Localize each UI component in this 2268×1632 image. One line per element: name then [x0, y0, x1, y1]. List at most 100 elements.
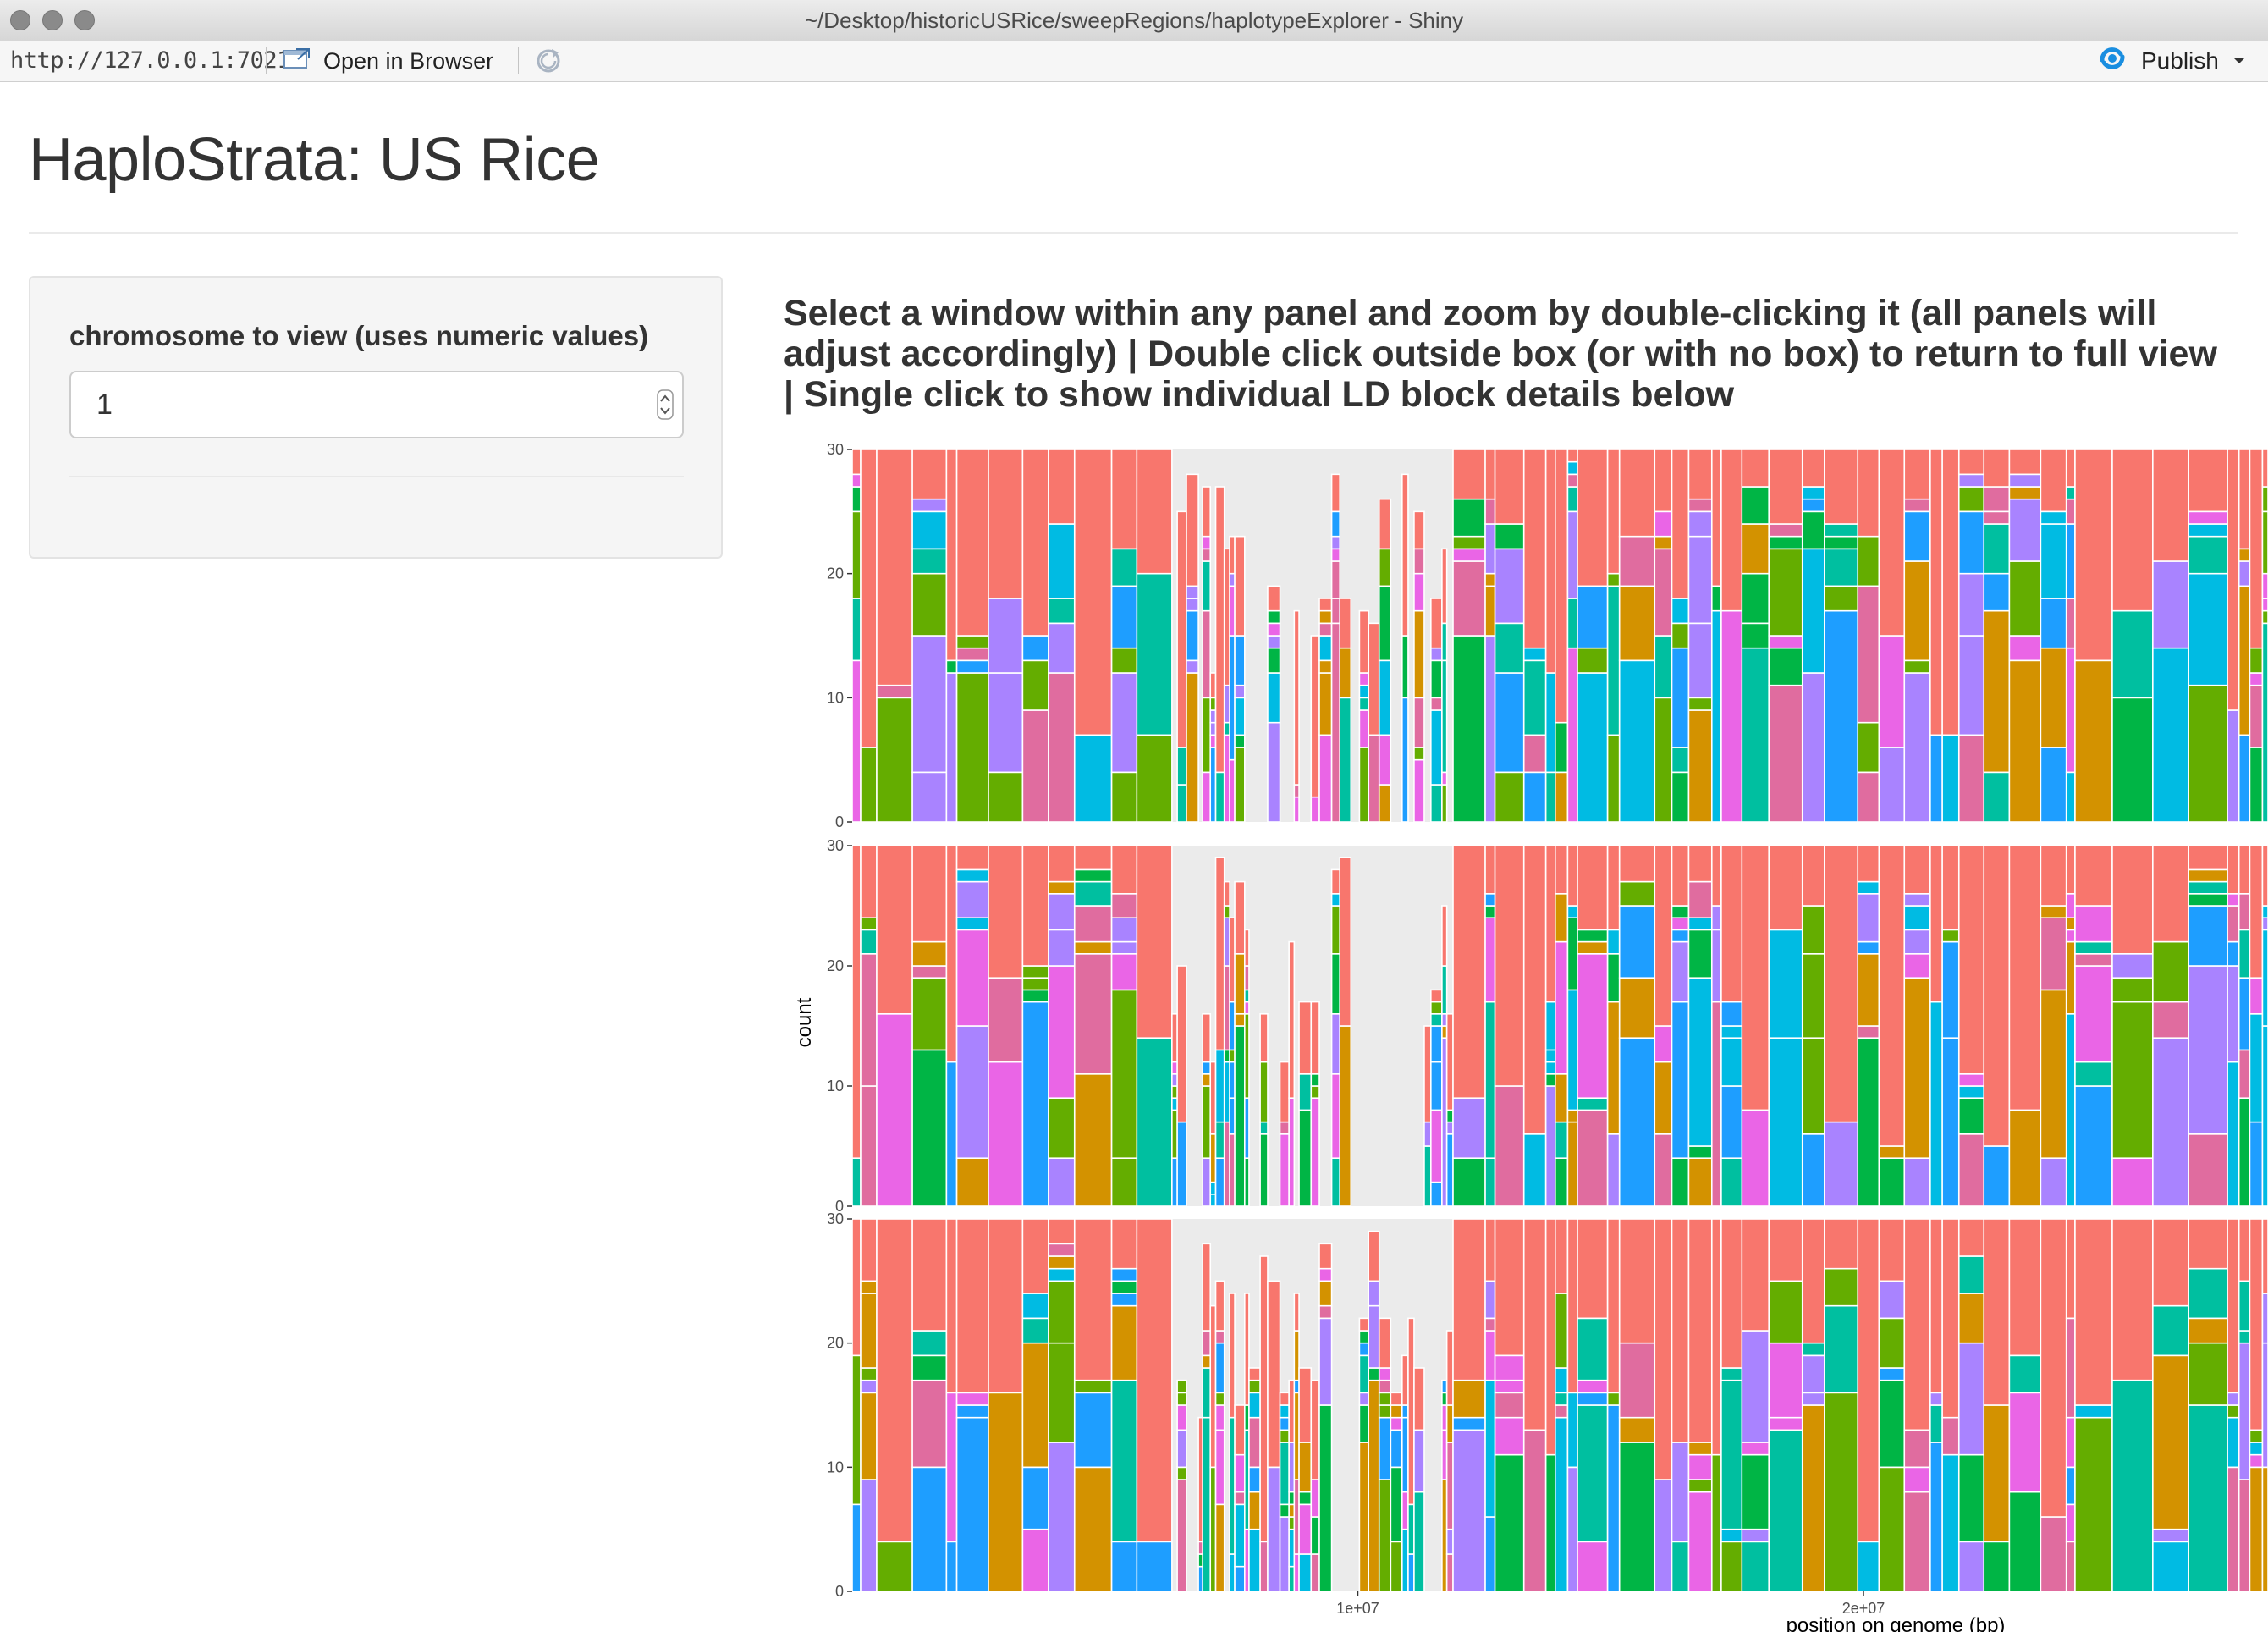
bar-segment: [1555, 1367, 1569, 1394]
bar-segment: [1223, 684, 1230, 724]
bar-segment: [2040, 510, 2067, 525]
bar-segment: [1378, 1379, 1392, 1394]
bar-segment: [1857, 1037, 1880, 1207]
bar-segment: [1288, 1503, 1296, 1518]
bar-segment: [1073, 880, 1113, 907]
bar-segment: [1136, 845, 1173, 1039]
chromosome-input[interactable]: 1: [69, 371, 684, 438]
bar-segment: [2261, 510, 2268, 575]
bar-segment: [1494, 449, 1525, 525]
bar-segment: [1430, 1109, 1443, 1183]
bar-segment: [1903, 560, 1931, 662]
bar-segment: [1048, 1280, 1076, 1344]
bar-segment: [955, 1025, 989, 1159]
bar-segment: [1522, 1133, 1547, 1207]
publish-button[interactable]: Publish: [2095, 46, 2248, 76]
bar-segment: [1566, 510, 1578, 599]
bar-segment: [1606, 929, 1621, 955]
bar-segment: [1957, 1541, 1985, 1592]
y-tick-label: 30: [827, 1210, 844, 1227]
bar-segment: [1186, 659, 1199, 674]
bar-segment: [1566, 1466, 1578, 1592]
url-field[interactable]: http://127.0.0.1:7021: [10, 47, 290, 74]
bar-segment: [1073, 1072, 1113, 1207]
bar-segment: [1209, 747, 1217, 823]
bar-segment: [1824, 535, 1859, 550]
bar-segment: [1929, 734, 1943, 823]
bar-segment: [1941, 929, 1960, 943]
bar-segment: [1687, 1145, 1713, 1159]
bar-segment: [1378, 548, 1392, 587]
y-tick-label: 10: [827, 1078, 844, 1094]
bar-segment: [1654, 449, 1673, 513]
bar-segment: [1441, 1012, 1448, 1027]
stepper-icon[interactable]: [657, 389, 674, 420]
bar-segment: [1577, 929, 1609, 943]
bar-segment: [1413, 548, 1425, 575]
bar-segment: [1720, 845, 1743, 1003]
bar-segment: [1110, 585, 1138, 649]
bar-segment: [2065, 1012, 2076, 1207]
bar-segment: [955, 659, 989, 674]
close-window-button[interactable]: [10, 10, 30, 30]
bar-segment: [1903, 449, 1931, 500]
chevron-down-icon[interactable]: [2231, 47, 2248, 74]
bar-segment: [1768, 635, 1803, 649]
bar-segment: [1957, 510, 1985, 575]
bar-segment: [955, 672, 989, 823]
bar-segment: [911, 1049, 948, 1207]
bar-segment: [1687, 1491, 1713, 1592]
bar-segment: [1318, 622, 1333, 637]
bar-segment: [1441, 1429, 1448, 1480]
bar-segment: [1494, 1453, 1525, 1592]
bar-segment: [1741, 622, 1770, 649]
bar-segment: [1244, 1001, 1250, 1015]
bar-segment: [988, 672, 1024, 774]
bar-segment: [1824, 845, 1859, 1123]
bar-segment: [2065, 1466, 2076, 1506]
refresh-button[interactable]: [533, 46, 564, 76]
bar-segment: [1214, 1392, 1225, 1406]
bar-segment: [1903, 952, 1931, 979]
bar-segment: [1267, 672, 1281, 724]
bar-segment: [2188, 868, 2228, 883]
bar-segment: [1293, 1379, 1300, 1394]
bar-segment: [1555, 892, 1569, 943]
bar-segment: [1494, 771, 1525, 823]
bar-segment: [1234, 1503, 1246, 1568]
bar-segment: [1606, 449, 1621, 575]
bar-segment: [2249, 1442, 2264, 1456]
bar-segment: [1229, 1049, 1236, 1063]
bar-segment: [1048, 845, 1076, 883]
bar-segment: [1223, 917, 1230, 967]
bar-segment: [2238, 892, 2251, 931]
bar-segment: [2074, 845, 2113, 907]
bar-segment: [1941, 1037, 1960, 1207]
bar-segment: [1929, 1392, 1943, 1406]
bar-segment: [2227, 709, 2240, 823]
bar-segment: [1136, 572, 1173, 736]
bar-segment: [1577, 585, 1609, 649]
bar-segment: [1259, 1541, 1269, 1592]
bar-segment: [1339, 697, 1352, 823]
bar-segment: [1957, 1293, 1985, 1344]
bar-segment: [1267, 585, 1281, 612]
bar-segment: [1021, 1342, 1049, 1469]
minimize-window-button[interactable]: [42, 10, 63, 30]
bar-segment: [1544, 1085, 1556, 1207]
bar-segment: [1378, 1479, 1392, 1592]
bar-segment: [1957, 1085, 1985, 1099]
zoom-window-button[interactable]: [74, 10, 95, 30]
bar-segment: [1957, 1097, 1985, 1135]
bar-segment: [2065, 940, 2076, 1015]
bar-segment: [2152, 1304, 2189, 1357]
bar-segment: [851, 1503, 862, 1592]
bar-segment: [1566, 486, 1578, 513]
bar-segment: [2065, 598, 2076, 649]
bar-segment: [1209, 1304, 1217, 1469]
bar-segment: [1214, 1429, 1225, 1506]
open-in-browser-button[interactable]: Open in Browser: [283, 46, 493, 76]
bar-segment: [1857, 1025, 1880, 1039]
bar-segment: [1452, 498, 1486, 538]
